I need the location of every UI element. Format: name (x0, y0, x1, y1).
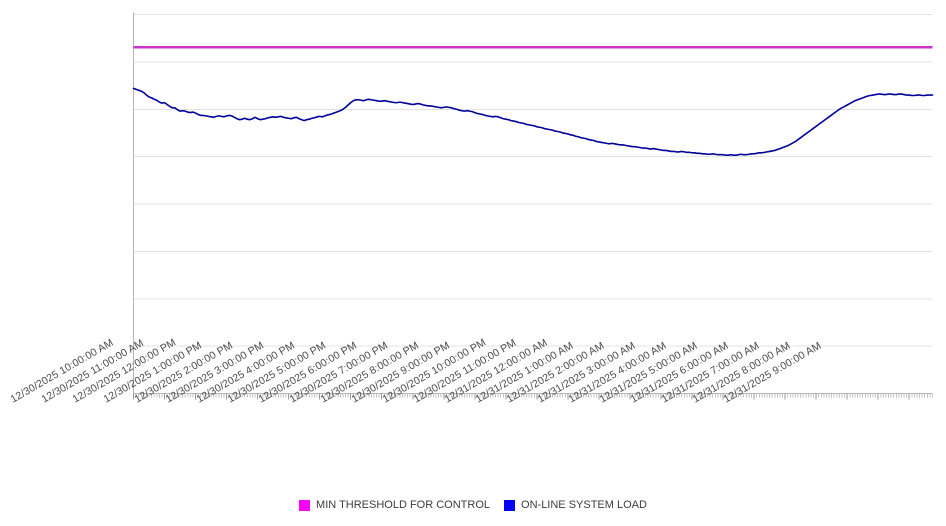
x-axis-tick-labels: 12/30/2025 10:00:00 AM 12/30/2025 11:00:0… (0, 337, 946, 492)
load-line (132, 87, 934, 156)
plot-svg (132, 12, 934, 400)
legend-swatch-icon (504, 499, 516, 511)
legend-label: MIN THRESHOLD FOR CONTROL (316, 499, 491, 511)
legend-item[interactable]: MIN THRESHOLD FOR CONTROL (299, 499, 490, 511)
x-axis-ticks (133, 393, 933, 400)
legend-swatch-icon (299, 499, 311, 511)
chart-legend: MIN THRESHOLD FOR CONTROL ON-LINE SYSTEM … (0, 495, 946, 515)
legend-label: ON-LINE SYSTEM LOAD (521, 499, 647, 511)
legend-item[interactable]: ON-LINE SYSTEM LOAD (504, 499, 647, 511)
plot-area (132, 12, 934, 400)
horizontal-gridlines (133, 14, 933, 347)
